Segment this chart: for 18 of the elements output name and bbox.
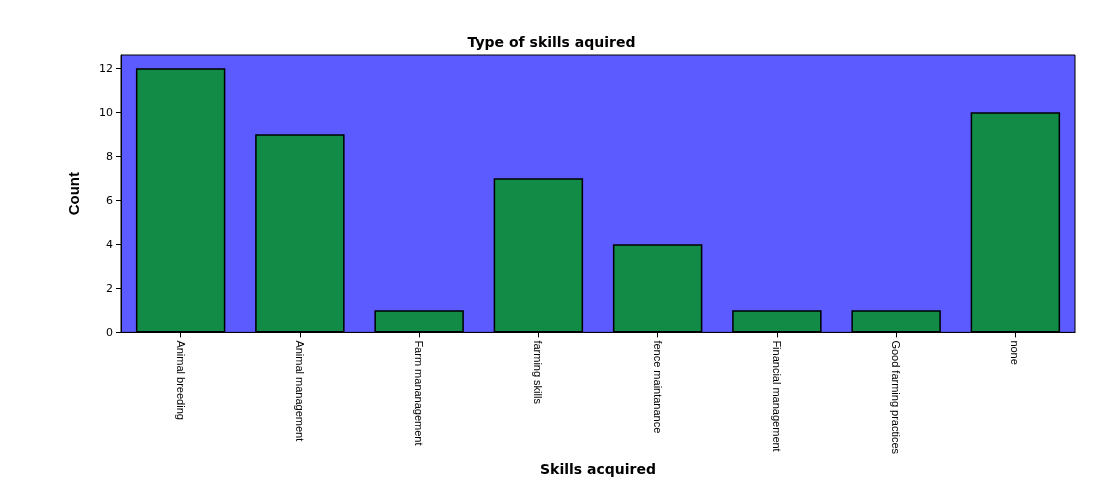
x-tick-label: Farm mananagement	[413, 340, 426, 446]
y-tick-label: 2	[106, 281, 113, 295]
y-tick-label: 0	[106, 325, 113, 339]
x-tick-label: Animal breeding	[174, 340, 187, 420]
y-axis-title: Count	[65, 172, 82, 216]
y-tick-label: 12	[99, 61, 113, 75]
x-tick-label: farming skills	[532, 340, 545, 405]
y-tick-label: 6	[106, 193, 113, 207]
x-tick-label: fence maintanance	[651, 340, 664, 434]
y-tick-label: 8	[106, 149, 113, 163]
x-axis-title: Skills acquired	[540, 461, 656, 477]
y-tick-label: 4	[106, 237, 113, 251]
x-tick-label: none	[1009, 340, 1022, 365]
x-tick-label: Financial management	[770, 340, 783, 452]
y-tick-label: 10	[99, 105, 113, 119]
chart-title: Type of skills aquired	[467, 34, 636, 50]
x-tick-label: Good farming practices	[890, 340, 903, 455]
x-tick-label: Animal management	[293, 340, 306, 442]
